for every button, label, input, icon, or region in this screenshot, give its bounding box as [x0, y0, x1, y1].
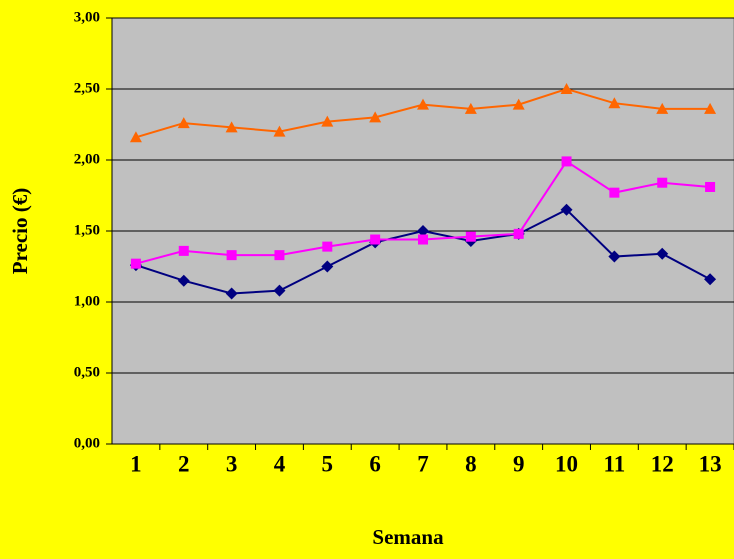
point: [417, 225, 429, 237]
x-tick-label: 9: [513, 451, 525, 476]
point: [561, 156, 572, 167]
point: [370, 234, 381, 245]
point: [657, 177, 668, 188]
x-tick-label: 1: [130, 451, 142, 476]
point: [656, 102, 669, 114]
point: [130, 258, 141, 269]
y-tick-label: 1,50: [74, 222, 100, 238]
x-tick-label: 4: [274, 451, 286, 476]
y-tick-label: 0,00: [74, 435, 100, 451]
point: [321, 260, 334, 273]
x-tick-label: 13: [699, 451, 722, 476]
point: [225, 121, 238, 133]
point: [704, 102, 717, 114]
point: [417, 98, 429, 110]
x-tick-label: 7: [417, 451, 429, 476]
y-tick-label: 3,00: [74, 9, 100, 25]
point: [464, 102, 477, 114]
x-tick-label: 3: [226, 451, 238, 476]
point: [418, 234, 428, 245]
point: [129, 131, 142, 143]
point: [465, 231, 476, 242]
x-tick-label: 11: [604, 451, 626, 476]
point: [274, 250, 285, 261]
x-axis-label: Semana: [372, 525, 444, 549]
point: [321, 115, 334, 127]
point: [273, 284, 286, 297]
point: [369, 111, 382, 123]
point: [609, 187, 620, 198]
point: [608, 97, 621, 109]
x-tick-label: 8: [465, 451, 477, 476]
y-tick-label: 0,50: [74, 364, 100, 380]
point: [512, 98, 525, 110]
y-tick-label: 2,00: [74, 151, 100, 167]
point: [177, 274, 190, 287]
x-tick-label: 2: [178, 451, 190, 476]
point: [513, 228, 524, 239]
point: [226, 250, 237, 261]
x-tick-label: 6: [369, 451, 381, 476]
point: [560, 83, 573, 94]
x-tick-label: 5: [322, 451, 334, 476]
x-tick-label: 10: [555, 451, 578, 476]
point: [656, 247, 669, 260]
point: [608, 250, 621, 263]
point: [322, 241, 333, 252]
point: [178, 245, 189, 256]
x-tick-label: 12: [651, 451, 674, 476]
point: [177, 117, 190, 129]
point: [560, 203, 573, 216]
point: [225, 287, 238, 300]
y-axis-label: Precio (€): [8, 188, 32, 274]
point: [705, 181, 716, 192]
y-tick-label: 2,50: [74, 80, 100, 96]
point: [273, 125, 286, 137]
point: [704, 273, 717, 286]
y-tick-label: 1,00: [74, 293, 100, 309]
